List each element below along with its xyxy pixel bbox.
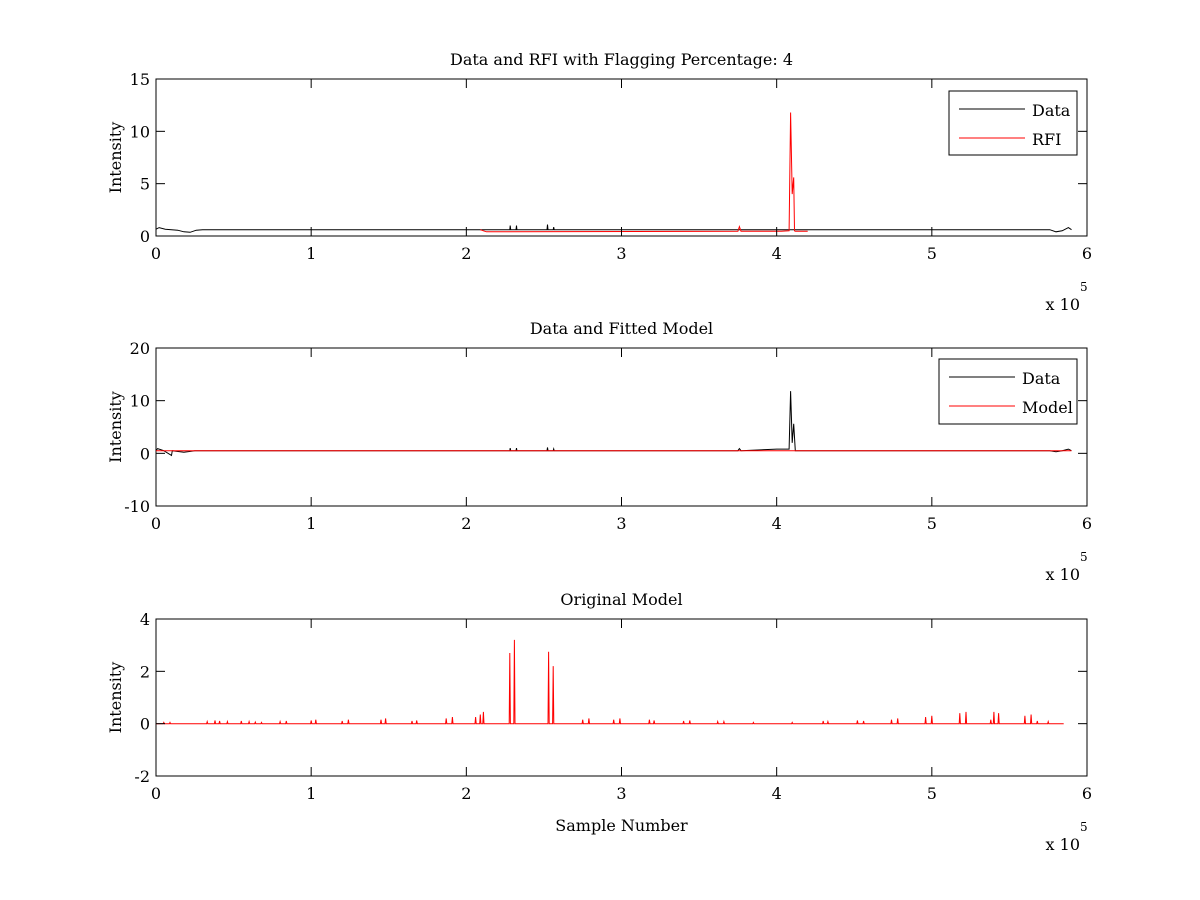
x-tick-label: 1 (306, 244, 316, 263)
x-tick-label: 4 (772, 514, 782, 533)
x-tick-label: 2 (461, 244, 471, 263)
x-tick-label: 4 (772, 784, 782, 803)
x-tick-label: 3 (616, 514, 626, 533)
x-tick-label: 5 (927, 244, 937, 263)
x-tick-label: 1 (306, 784, 316, 803)
x-tick-label: 5 (927, 784, 937, 803)
y-axis-label: Intensity (106, 662, 125, 734)
y-tick-label: 4 (140, 610, 150, 629)
legend-label: Model (1022, 398, 1073, 417)
x-multiplier-base: x 10 (1046, 295, 1080, 314)
series-line-data-1 (156, 224, 1072, 233)
y-axis-label: Intensity (106, 391, 125, 463)
y-tick-label: 10 (130, 122, 150, 141)
legend-box (948, 90, 1078, 156)
x-tick-label: 2 (461, 514, 471, 533)
x-axis-label: Sample Number (555, 816, 688, 835)
y-tick-label: -2 (134, 767, 150, 786)
x-multiplier-exponent: 5 (1080, 550, 1088, 564)
legend-label: Data (1022, 369, 1061, 388)
subplot-1: 0 1 2 3 4 5 6 0 5 10 15 Data and RFI with Flagging … (106, 50, 1092, 314)
x-tick-label: 4 (772, 244, 782, 263)
x-tick-label: 6 (1082, 514, 1092, 533)
axes-box (155, 78, 1088, 237)
y-tick-label: 10 (130, 392, 150, 411)
y-tick-label: 0 (140, 227, 150, 246)
plot-area (156, 391, 1072, 457)
x-multiplier-exponent: 5 (1080, 820, 1088, 834)
x-multiplier-base: x 10 (1046, 565, 1080, 584)
x-tick-label: 2 (461, 784, 471, 803)
axes-box (155, 618, 1088, 777)
legend-box (938, 358, 1078, 425)
y-tick-label: 15 (130, 70, 150, 89)
x-tick-label: 5 (927, 514, 937, 533)
legend: Data Model (938, 358, 1078, 425)
x-tick-label: 6 (1082, 784, 1092, 803)
x-tick-label: 3 (616, 244, 626, 263)
legend: Data RFI (948, 90, 1078, 156)
x-tick-label: 6 (1082, 244, 1092, 263)
plot-area (156, 639, 1064, 725)
y-tick-label: 2 (140, 662, 150, 681)
chart-title: Data and Fitted Model (530, 319, 713, 338)
chart-title: Original Model (560, 590, 682, 609)
plot-area (156, 112, 1072, 233)
x-tick-label: 1 (306, 514, 316, 533)
y-tick-label: 20 (130, 339, 150, 358)
series-line-rfi-1 (480, 112, 808, 233)
series-line-model-3 (156, 639, 1064, 725)
y-axis-label: Intensity (106, 122, 125, 194)
x-tick-label: 3 (616, 784, 626, 803)
y-tick-label: 0 (140, 444, 150, 463)
legend-label: RFI (1032, 130, 1061, 149)
x-multiplier-base: x 10 (1046, 835, 1080, 854)
y-tick-label: 0 (140, 715, 150, 734)
x-tick-label: 0 (151, 514, 161, 533)
y-tick-label: 5 (140, 175, 150, 194)
chart-title: Data and RFI with Flagging Percentage: 4 (450, 50, 793, 69)
x-tick-label: 0 (151, 784, 161, 803)
y-tick-label: -10 (124, 497, 150, 516)
x-tick-label: 0 (151, 244, 161, 263)
axes-box (155, 347, 1088, 507)
x-multiplier-exponent: 5 (1080, 280, 1088, 294)
legend-label: Data (1032, 101, 1071, 120)
